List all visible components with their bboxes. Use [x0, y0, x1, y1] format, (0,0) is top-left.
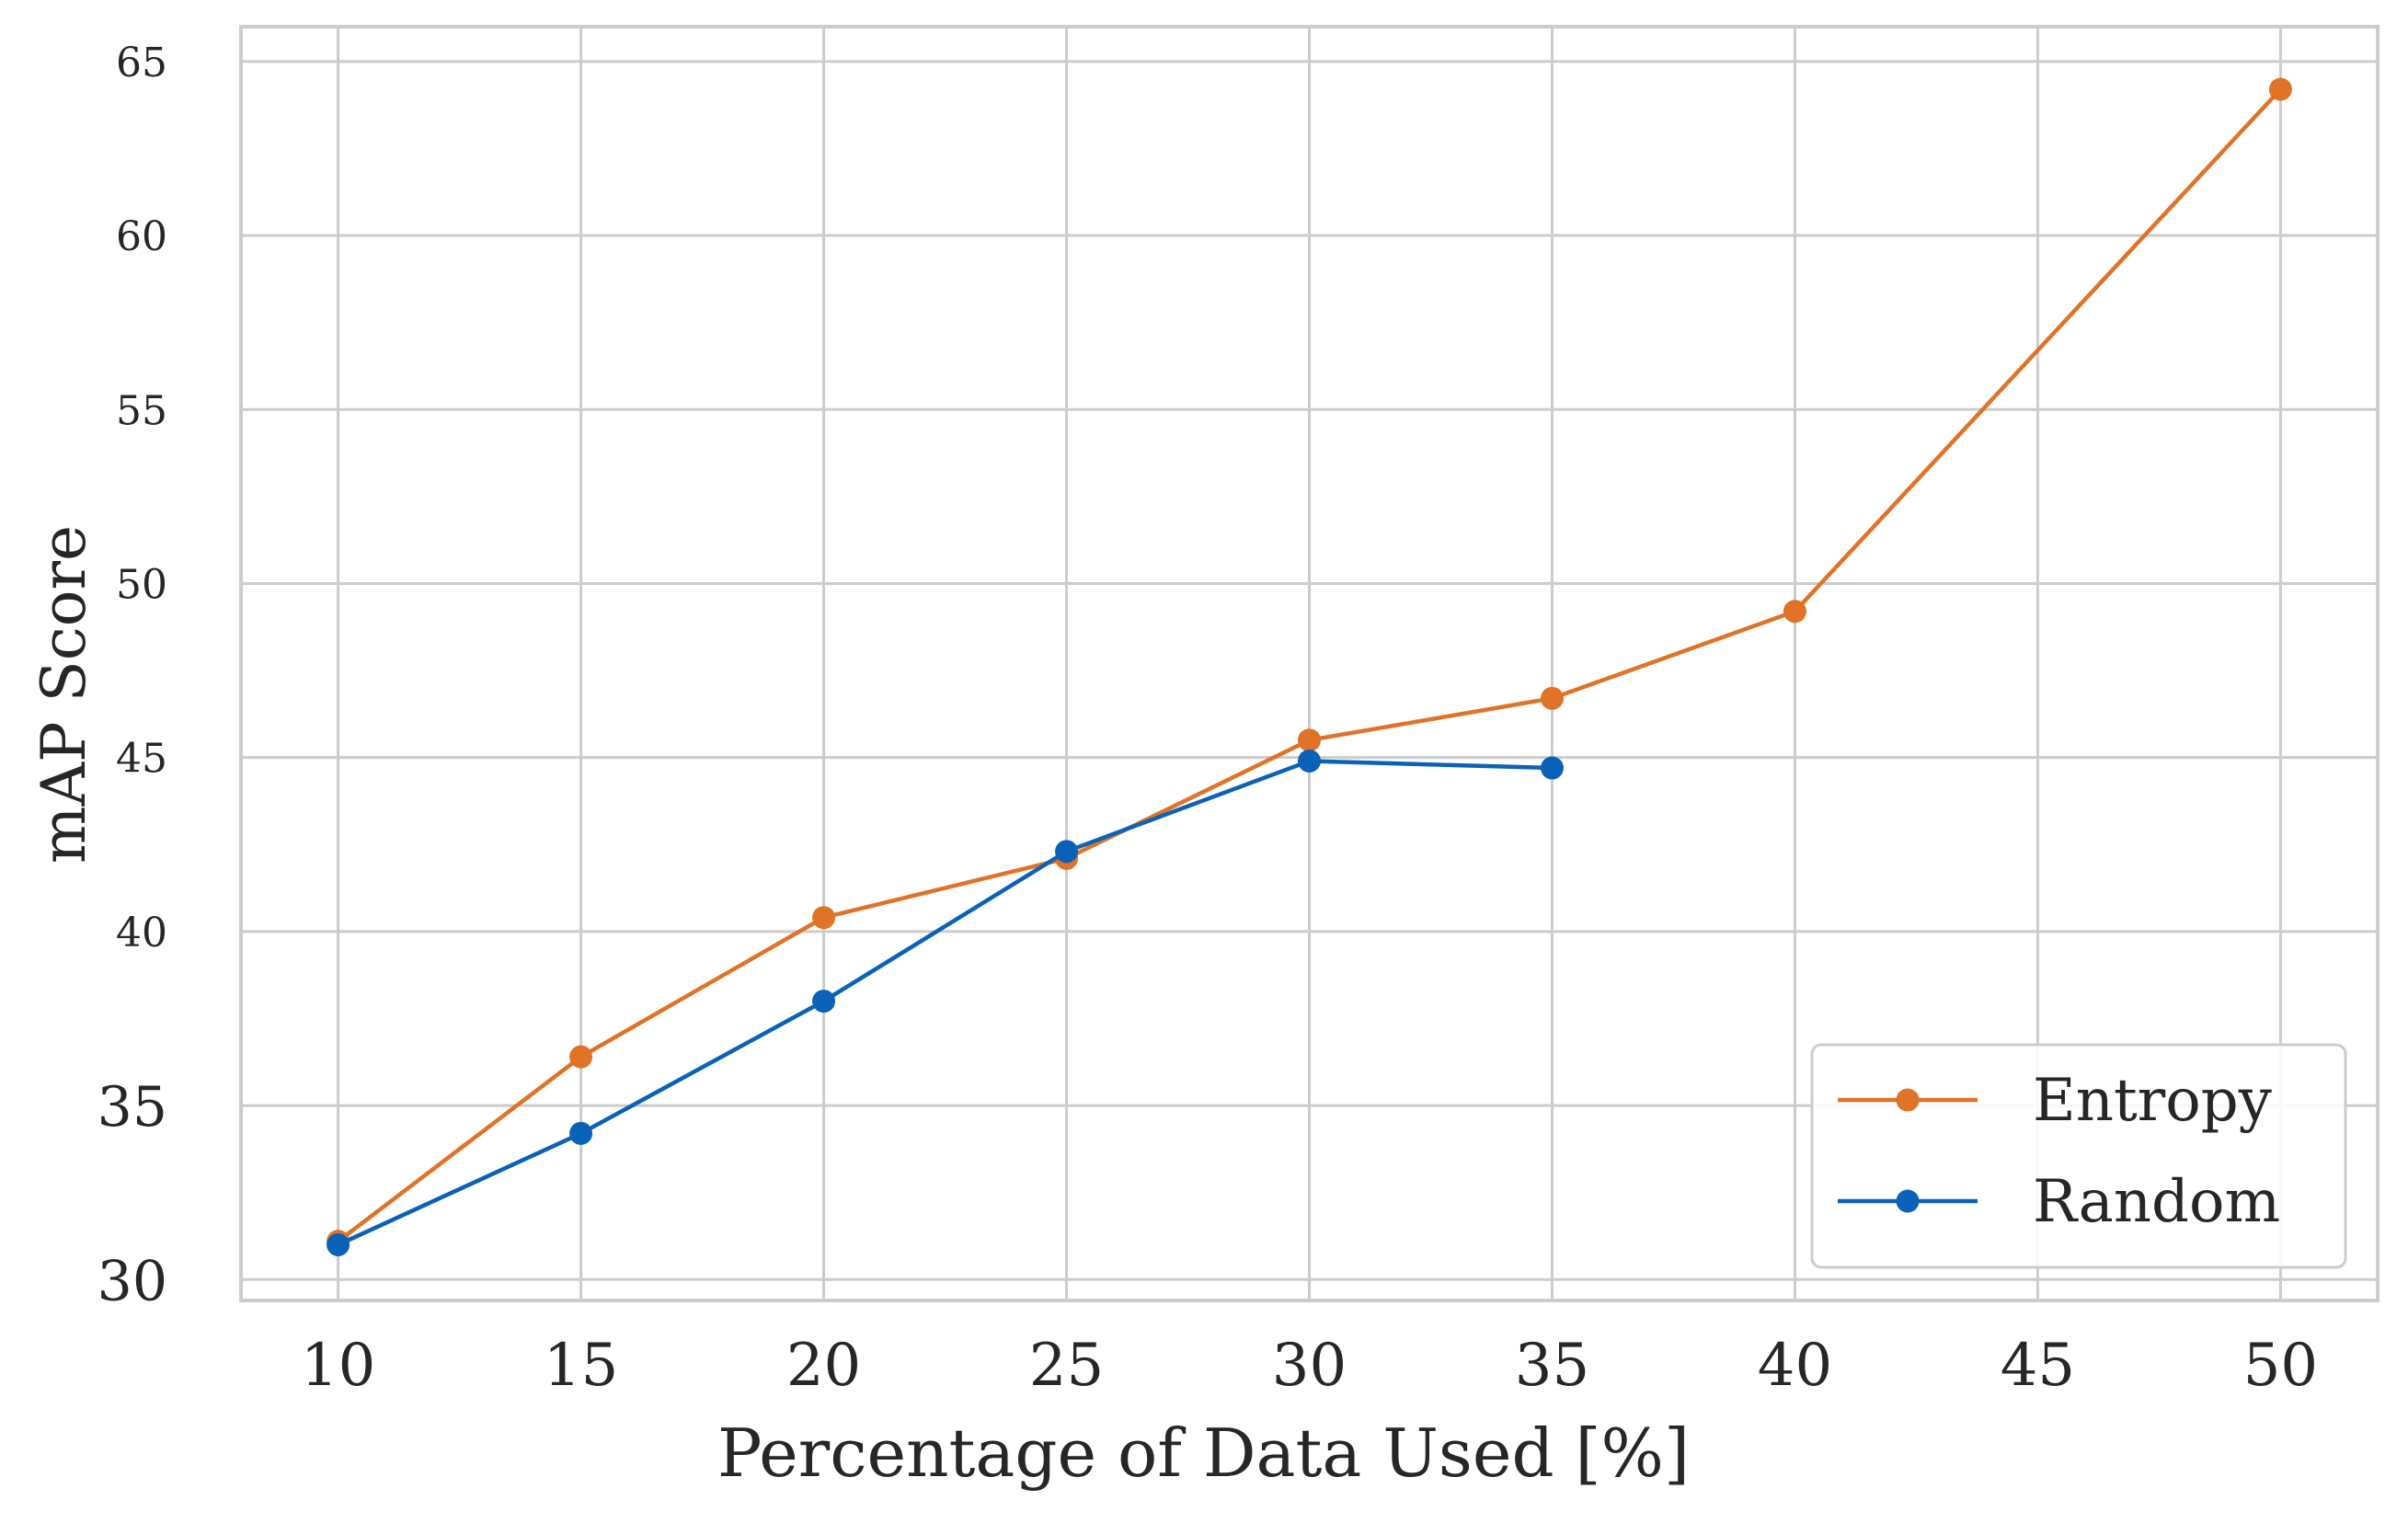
y-tick-label: 50 [116, 561, 167, 608]
y-tick-label: 30 [97, 1249, 167, 1313]
data-point-random [812, 990, 836, 1013]
series-layer [327, 77, 2292, 1256]
series-random [327, 749, 1564, 1256]
data-point-entropy [812, 906, 836, 930]
y-axis-label: mAP Score [29, 525, 99, 864]
y-tick-labels: 30 35 40 45 50 55 60 65 [97, 40, 167, 1313]
data-point-random [1298, 749, 1321, 773]
plot-frame [239, 25, 2379, 1302]
x-tick-label: 25 [1029, 1332, 1104, 1400]
data-point-random [569, 1121, 593, 1145]
data-point-random [1055, 840, 1079, 864]
y-tick-label: 60 [116, 213, 167, 260]
y-tick-label: 40 [116, 910, 167, 956]
legend-entry-entropy: Entropy [1838, 1067, 2272, 1135]
y-tick-label: 35 [97, 1075, 167, 1139]
data-point-random [1540, 756, 1564, 780]
x-tick-label: 40 [1758, 1332, 1832, 1400]
legend-label-entropy: Entropy [2033, 1067, 2272, 1135]
data-point-entropy [2268, 77, 2292, 101]
y-tick-label: 45 [116, 736, 167, 783]
legend-entry-random: Random [1838, 1168, 2280, 1236]
x-tick-label: 35 [1515, 1332, 1589, 1400]
legend-marker-random [1896, 1189, 1920, 1213]
series-line-entropy [336, 86, 2283, 1243]
data-point-entropy [1540, 686, 1564, 710]
x-tick-label: 15 [544, 1332, 618, 1400]
legend-label-random: Random [2033, 1168, 2280, 1236]
y-tick-label: 55 [116, 387, 167, 434]
data-point-entropy [1783, 600, 1806, 624]
x-tick-label: 50 [2243, 1332, 2318, 1400]
data-point-entropy [1298, 728, 1321, 752]
data-point-random [327, 1232, 350, 1256]
x-tick-labels: 10 15 20 25 30 35 40 45 50 [301, 1332, 2318, 1400]
legend-marker-entropy [1896, 1088, 1920, 1112]
legend: Entropy Random [1810, 1043, 2347, 1269]
x-tick-label: 10 [301, 1332, 375, 1400]
x-tick-label: 30 [1272, 1332, 1347, 1400]
x-tick-label: 45 [2001, 1332, 2075, 1400]
x-axis-label: Percentage of Data Used [%] [717, 1414, 1690, 1492]
y-tick-label: 65 [116, 40, 167, 86]
x-tick-label: 20 [786, 1332, 861, 1400]
data-point-entropy [569, 1045, 593, 1069]
series-line-random [336, 759, 1554, 1247]
